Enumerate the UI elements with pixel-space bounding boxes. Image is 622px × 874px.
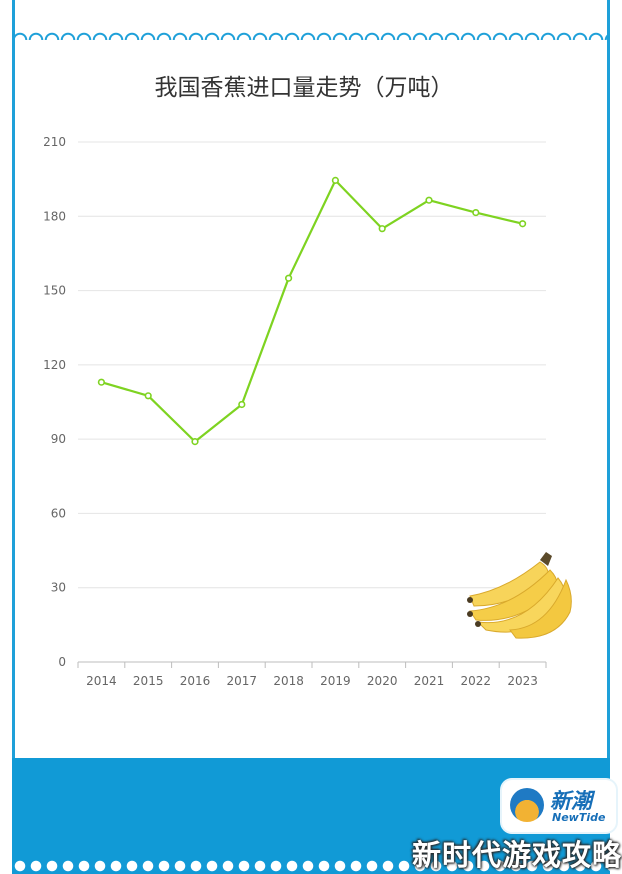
x-tick-label: 2023 [507, 674, 538, 688]
chart-title: 我国香蕉进口量走势（万吨） [155, 75, 454, 101]
grid-lines [78, 141, 546, 663]
logo-chinese-text: 新潮 [550, 789, 592, 813]
data-point [144, 392, 152, 400]
x-tick-label: 2017 [227, 674, 258, 688]
scallop-bottom-border [12, 856, 610, 874]
series-layer [97, 176, 527, 446]
x-tick-label: 2022 [461, 674, 492, 688]
data-point [472, 208, 480, 217]
y-tick-label: 30 [51, 581, 66, 595]
banana-illustration [467, 552, 572, 639]
watermark-text: 新时代游戏攻略 [412, 838, 622, 872]
x-tick-labels: 2014 2015 2016 2017 2018 2019 2020 2021 2022 2023 [77, 662, 547, 688]
data-point [97, 378, 105, 386]
x-tick-label: 2018 [273, 674, 304, 688]
y-tick-labels: 0 30 60 90 120 150 180 210 [43, 135, 66, 669]
logo-emblem-icon [510, 788, 544, 822]
data-point [238, 400, 246, 409]
y-tick-label: 180 [43, 209, 66, 223]
poster-frame [12, 0, 610, 874]
y-tick-label: 90 [51, 432, 66, 446]
x-tick-label: 2020 [367, 674, 398, 688]
y-tick-label: 0 [58, 655, 66, 669]
y-tick-label: 210 [43, 135, 66, 149]
x-tick-label: 2014 [86, 674, 117, 688]
x-tick-label: 2019 [320, 674, 351, 688]
x-tick-label: 2015 [133, 674, 164, 688]
data-point [425, 196, 433, 204]
y-tick-label: 60 [51, 506, 66, 520]
data-point [285, 274, 293, 282]
data-point [191, 438, 199, 446]
scallop-top-border [12, 28, 610, 40]
data-point [518, 220, 527, 228]
y-tick-label: 120 [43, 358, 66, 372]
logo-english-text: NewTide [552, 811, 606, 824]
series-line [101, 179, 523, 443]
x-tick-label: 2021 [414, 674, 445, 688]
x-tick-label: 2016 [180, 674, 211, 688]
data-point [331, 176, 340, 184]
newtide-logo: 新潮 NewTide [502, 780, 616, 832]
data-point [378, 225, 386, 233]
y-tick-label: 150 [43, 284, 66, 298]
